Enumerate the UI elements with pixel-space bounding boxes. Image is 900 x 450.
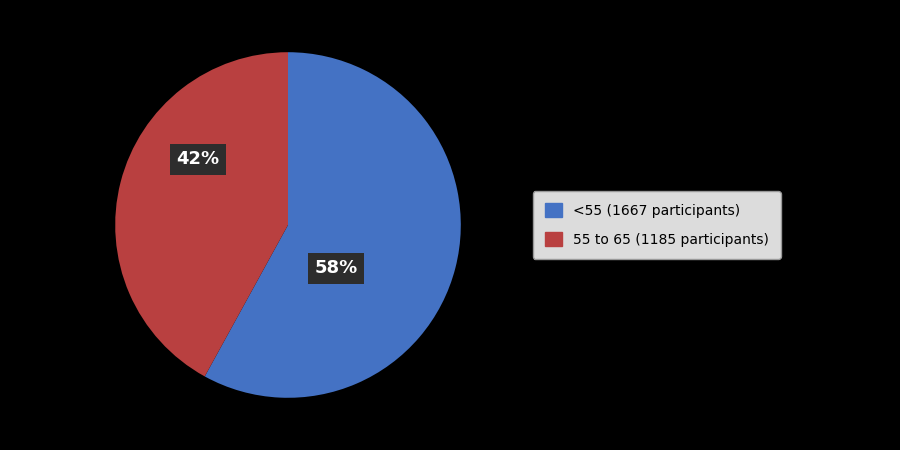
Wedge shape [205,52,461,398]
Text: 42%: 42% [176,150,220,168]
Text: 58%: 58% [315,259,358,277]
Wedge shape [115,52,288,377]
Legend: <55 (1667 participants), 55 to 65 (1185 participants): <55 (1667 participants), 55 to 65 (1185 … [533,191,781,259]
